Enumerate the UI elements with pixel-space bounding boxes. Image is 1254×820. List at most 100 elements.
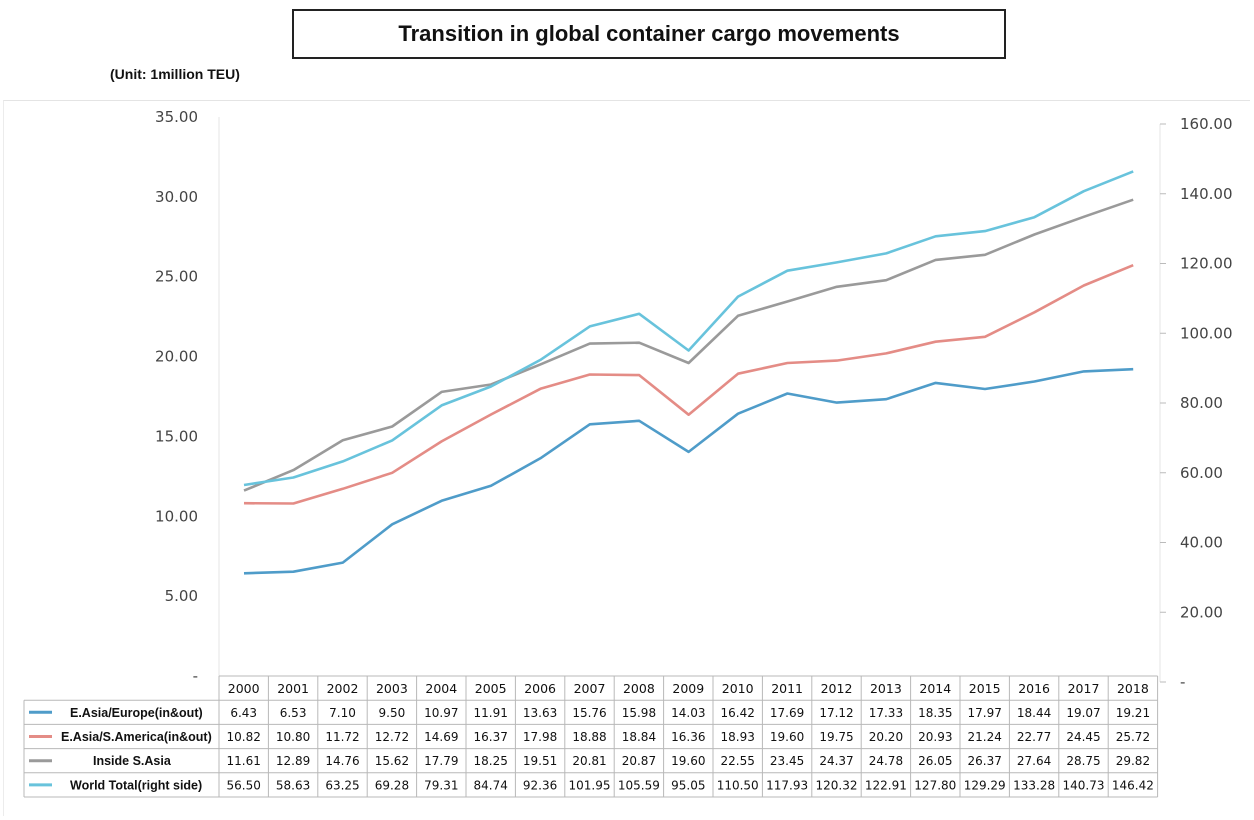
series-line-3 <box>243 198 1134 492</box>
data-cell-label: 22.77 <box>1017 730 1051 744</box>
data-cell-label: 19.75 <box>819 730 853 744</box>
unit-label: (Unit: 1million TEU) <box>110 66 240 82</box>
data-cell-label: 122.91 <box>865 778 907 792</box>
right-y-tick-label: 60.00 <box>1180 464 1223 482</box>
data-cell-label: 11.61 <box>227 754 261 768</box>
x-tick-label: 2002 <box>327 681 359 696</box>
x-tick-label: 2015 <box>969 681 1001 696</box>
data-cell-label: 19.51 <box>523 754 557 768</box>
data-cell-label: 79.31 <box>424 778 458 792</box>
data-cell-label: 105.59 <box>618 778 660 792</box>
data-cell-label: 15.98 <box>622 706 656 720</box>
data-cell-label: 15.62 <box>375 754 409 768</box>
data-cell-label: 17.79 <box>424 754 458 768</box>
data-cell-label: 26.37 <box>968 754 1002 768</box>
chart-title-box: Transition in global container cargo mov… <box>292 9 1006 59</box>
x-tick-label: 2018 <box>1117 681 1149 696</box>
data-cell-label: 10.80 <box>276 730 310 744</box>
data-cell-label: 19.60 <box>770 730 804 744</box>
data-cell-label: 27.64 <box>1017 754 1051 768</box>
x-tick-label: 2004 <box>425 681 457 696</box>
data-cell-label: 17.33 <box>869 706 903 720</box>
data-cell-label: 6.53 <box>280 706 307 720</box>
data-cell-label: 117.93 <box>766 778 808 792</box>
data-cell-label: 17.12 <box>819 706 853 720</box>
data-cell-label: 20.81 <box>572 754 606 768</box>
data-cell-label: 18.84 <box>622 730 656 744</box>
data-cell-label: 29.82 <box>1116 754 1150 768</box>
data-cell-label: 63.25 <box>325 778 359 792</box>
data-cell-label: 14.69 <box>424 730 458 744</box>
data-cell-label: 146.42 <box>1112 778 1154 792</box>
right-y-tick-label: 160.00 <box>1180 115 1233 133</box>
series-line-1 <box>243 367 1134 575</box>
data-cell-label: 26.05 <box>918 754 952 768</box>
chart-title: Transition in global container cargo mov… <box>398 21 900 46</box>
legend-label: E.Asia/S.America(in&out) <box>61 730 212 744</box>
data-cell-label: 22.55 <box>721 754 755 768</box>
data-cell-label: 14.03 <box>671 706 705 720</box>
right-y-tick-label: 100.00 <box>1180 324 1233 342</box>
x-tick-label: 2009 <box>672 681 704 696</box>
x-tick-label: 2014 <box>919 681 951 696</box>
x-tick-label: 2016 <box>1018 681 1050 696</box>
data-cell-label: 19.07 <box>1066 706 1100 720</box>
right-y-tick-label: 20.00 <box>1180 603 1223 621</box>
data-cell-label: 17.69 <box>770 706 804 720</box>
data-cell-label: 10.97 <box>424 706 458 720</box>
data-cell-label: 18.93 <box>721 730 755 744</box>
x-tick-label: 2001 <box>277 681 309 696</box>
data-cell-label: 25.72 <box>1116 730 1150 744</box>
right-y-tick-label: 120.00 <box>1180 255 1233 273</box>
data-cell-label: 20.20 <box>869 730 903 744</box>
data-cell-label: 24.45 <box>1066 730 1100 744</box>
x-tick-label: 2011 <box>771 681 803 696</box>
data-cell-label: 19.60 <box>671 754 705 768</box>
x-tick-label: 2008 <box>623 681 655 696</box>
data-cell-label: 84.74 <box>474 778 508 792</box>
x-tick-label: 2012 <box>821 681 853 696</box>
data-cell-label: 16.42 <box>721 706 755 720</box>
data-cell-label: 21.24 <box>968 730 1002 744</box>
data-cell-label: 13.63 <box>523 706 557 720</box>
right-y-tick-label: 40.00 <box>1180 534 1223 552</box>
data-cell-label: 24.78 <box>869 754 903 768</box>
left-y-tick-label: 5.00 <box>165 587 198 605</box>
data-cell-label: 17.97 <box>968 706 1002 720</box>
data-cell-label: 14.76 <box>325 754 359 768</box>
legend-label: E.Asia/Europe(in&out) <box>70 706 203 720</box>
data-cell-label: 101.95 <box>569 778 611 792</box>
data-cell-label: 18.88 <box>572 730 606 744</box>
data-cell-label: 56.50 <box>227 778 261 792</box>
data-cell-label: 12.89 <box>276 754 310 768</box>
data-cell-label: 92.36 <box>523 778 557 792</box>
x-tick-label: 2010 <box>722 681 754 696</box>
x-tick-label: 2005 <box>475 681 507 696</box>
data-cell-label: 69.28 <box>375 778 409 792</box>
x-tick-label: 2017 <box>1068 681 1100 696</box>
left-y-tick-label: 30.00 <box>155 188 198 206</box>
data-cell-label: 10.82 <box>227 730 261 744</box>
data-cell-label: 18.44 <box>1017 706 1051 720</box>
data-cell-label: 9.50 <box>379 706 406 720</box>
x-tick-label: 2003 <box>376 681 408 696</box>
data-cell-label: 11.72 <box>325 730 359 744</box>
left-y-tick-label: 25.00 <box>155 268 198 286</box>
legend-label: Inside S.Asia <box>93 754 172 768</box>
right-y-tick-label: - <box>1180 673 1185 691</box>
left-y-tick-label: - <box>193 667 198 685</box>
x-tick-label: 2013 <box>870 681 902 696</box>
data-cell-label: 17.98 <box>523 730 557 744</box>
chart-frame <box>3 100 1250 816</box>
data-cell-label: 7.10 <box>329 706 356 720</box>
data-cell-label: 18.25 <box>474 754 508 768</box>
x-tick-label: 2000 <box>228 681 260 696</box>
series-line-2 <box>243 263 1134 505</box>
left-y-tick-label: 15.00 <box>155 427 198 445</box>
data-cell-label: 16.36 <box>671 730 705 744</box>
left-y-tick-label: 20.00 <box>155 348 198 366</box>
data-cell-label: 24.37 <box>819 754 853 768</box>
left-y-tick-label: 35.00 <box>155 108 198 126</box>
data-cell-label: 15.76 <box>572 706 606 720</box>
